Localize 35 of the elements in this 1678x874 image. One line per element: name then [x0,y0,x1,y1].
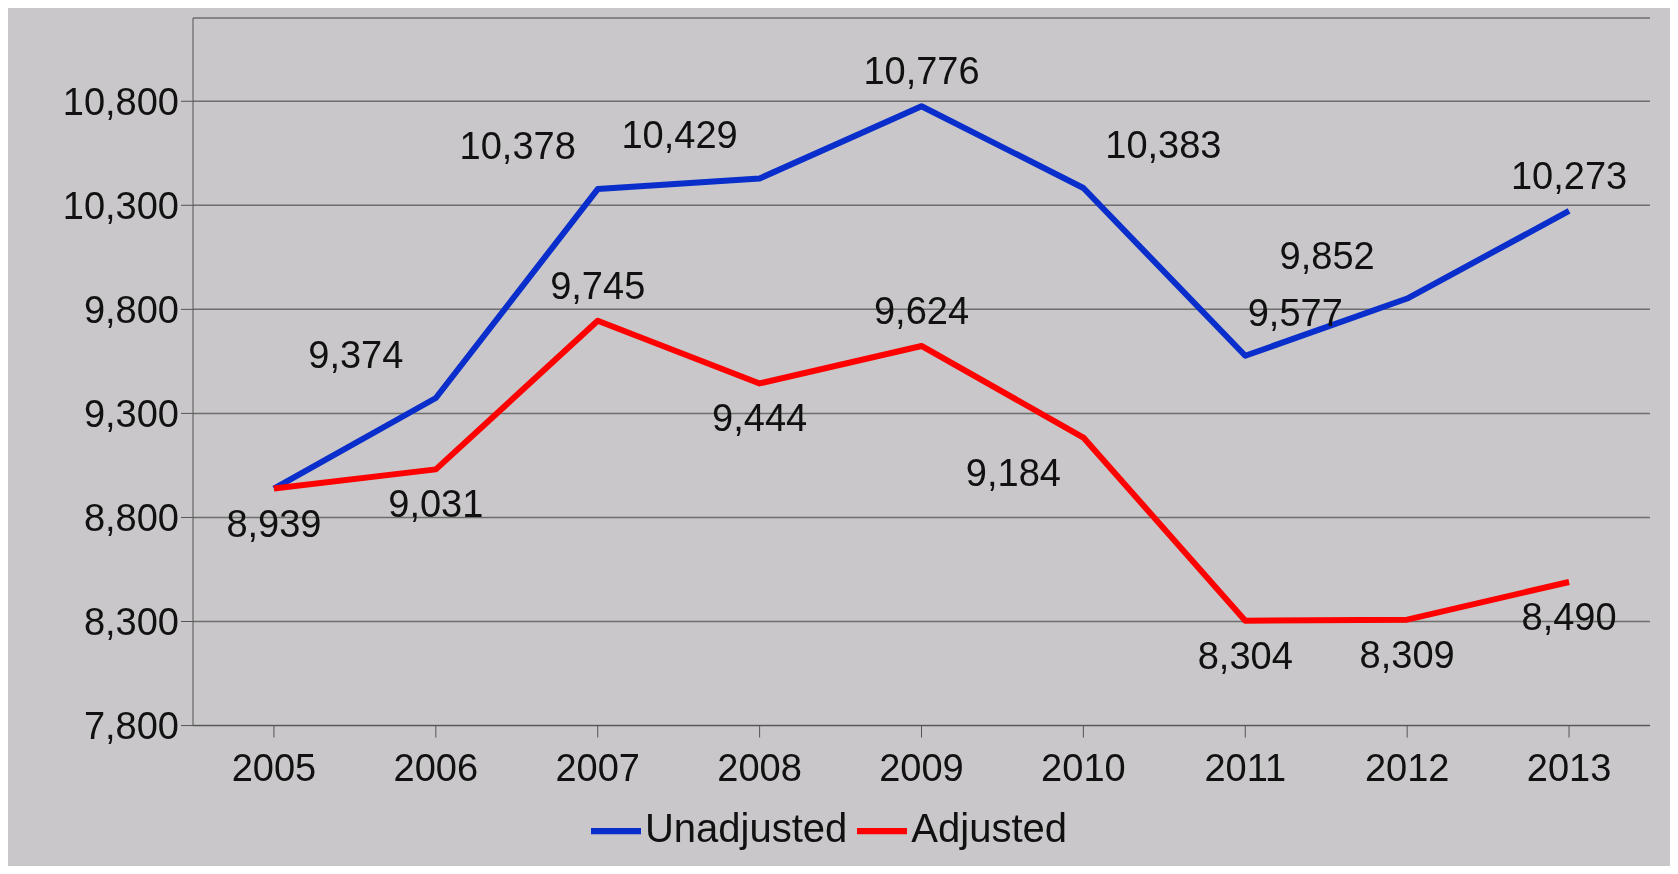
data-label: 10,383 [1105,124,1222,167]
y-tick-label: 8,800 [83,496,179,539]
data-label: 9,852 [1279,234,1375,277]
data-label: 10,378 [459,125,576,168]
y-tick-label: 7,800 [83,705,179,748]
data-label: 9,745 [550,264,646,307]
x-tick-label: 2008 [717,746,802,789]
x-tick-label: 2012 [1364,746,1450,789]
y-tick-label: 10,300 [62,184,179,227]
x-tick-label: 2006 [393,746,479,789]
legend-label: Unadjusted [644,805,848,850]
x-tick-label: 2005 [231,746,317,789]
y-tick-label: 9,300 [83,392,179,435]
x-tick-label: 2013 [1526,746,1612,789]
y-tick-label: 8,300 [83,601,179,643]
data-label: 9,444 [712,397,808,440]
data-label: 9,577 [1247,291,1343,334]
data-label: 9,184 [965,451,1061,494]
data-label: 9,624 [873,289,970,332]
data-label: 10,429 [621,114,738,157]
x-tick-label: 2009 [879,746,964,789]
data-label: 9,374 [308,334,404,376]
data-label: 8,304 [1197,634,1293,677]
legend-label: Adjusted [911,805,1068,850]
data-label: 9,031 [388,483,484,526]
data-label: 8,309 [1359,633,1455,676]
y-tick-label: 10,800 [62,80,179,123]
y-tick-label: 9,800 [83,288,179,331]
x-tick-label: 2011 [1204,746,1287,789]
data-label: 10,776 [863,50,980,93]
data-label: 8,939 [226,502,322,545]
x-tick-label: 2007 [555,746,640,789]
data-label: 10,273 [1510,154,1628,197]
x-tick-label: 2010 [1041,746,1126,789]
data-label: 8,490 [1521,595,1617,638]
